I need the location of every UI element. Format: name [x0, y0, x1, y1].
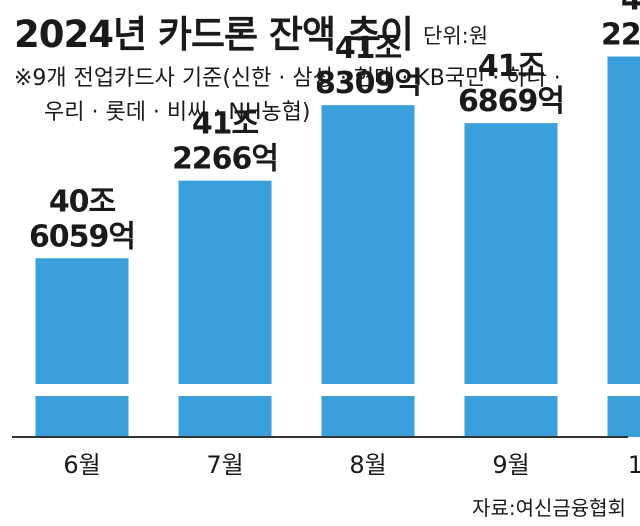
bar-upper-5 — [607, 56, 640, 385]
bar-lower-1 — [35, 396, 129, 437]
chart-title: 2024년 카드론 잔액 추이 — [14, 13, 414, 56]
x-tick-label-5: 10월 — [628, 451, 640, 479]
value-label-top-4: 41조 — [478, 49, 545, 84]
bar-lower-5 — [607, 396, 640, 437]
bar-upper-2 — [178, 180, 272, 384]
x-tick-label-4: 9월 — [492, 451, 529, 479]
bar-lower-4 — [464, 396, 558, 437]
value-label-top-3: 41조 — [335, 31, 402, 66]
value-label-top-2: 41조 — [192, 107, 259, 142]
source-label: 자료:여신금융협회 — [472, 496, 626, 520]
x-tick-label-2: 7월 — [206, 451, 243, 479]
bar-upper-3 — [321, 105, 415, 384]
x-tick-label-3: 8월 — [349, 451, 386, 479]
unit-label: 단위:원 — [423, 24, 489, 48]
bar-upper-1 — [35, 258, 129, 384]
value-label-top-1: 40조 — [49, 184, 116, 219]
footnote-line-1: ※9개 전업카드사 기준(신한 · 삼성 · 현대 · KB국민 · 하나 · — [14, 66, 561, 91]
value-label-bottom-3: 8309억 — [315, 66, 421, 101]
value-label-bottom-2: 2266억 — [172, 142, 278, 177]
x-tick-label-1: 6월 — [63, 451, 100, 479]
value-label-top-5: 42조 — [621, 0, 640, 17]
footnote-line-2: 우리 · 롯데 · 비씨 · NH농협) — [44, 100, 311, 125]
bar-lower-3 — [321, 396, 415, 437]
value-label-bottom-5: 2201억 — [601, 17, 640, 52]
bar-upper-4 — [464, 123, 558, 384]
footnote: ※9개 전업카드사 기준(신한 · 삼성 · 현대 · KB국민 · 하나 · … — [14, 62, 626, 130]
value-label-bottom-1: 6059억 — [29, 219, 135, 254]
bar-lower-2 — [178, 396, 272, 437]
value-label-bottom-4: 6869억 — [458, 84, 564, 119]
